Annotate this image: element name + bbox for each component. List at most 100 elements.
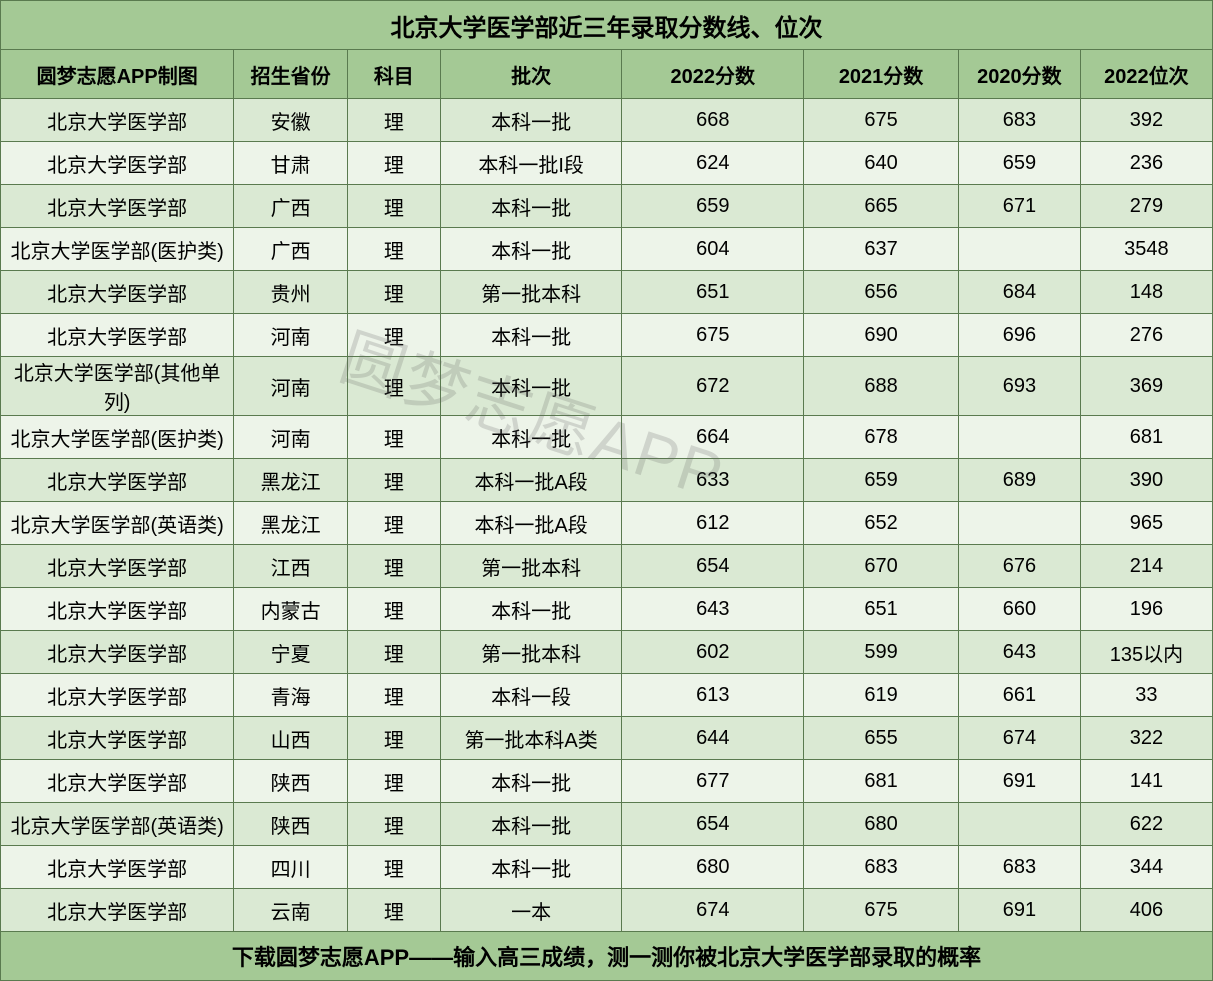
table-cell: 青海 xyxy=(234,674,348,717)
table-cell: 613 xyxy=(622,674,804,717)
header-row: 圆梦志愿APP制图招生省份科目批次2022分数2021分数2020分数2022位… xyxy=(1,50,1213,99)
table-cell: 本科一段 xyxy=(440,674,622,717)
table-cell: 四川 xyxy=(234,846,348,889)
table-cell: 691 xyxy=(958,889,1080,932)
table-cell: 602 xyxy=(622,631,804,674)
footer-row: 下载圆梦志愿APP——输入高三成绩，测一测你被北京大学医学部录取的概率 xyxy=(1,932,1213,981)
table-cell: 683 xyxy=(958,846,1080,889)
table-cell: 本科一批A段 xyxy=(440,502,622,545)
table-cell: 676 xyxy=(958,545,1080,588)
table-cell: 理 xyxy=(347,717,440,760)
table-cell: 理 xyxy=(347,185,440,228)
table-cell xyxy=(958,416,1080,459)
table-cell: 本科一批 xyxy=(440,760,622,803)
table-cell: 北京大学医学部 xyxy=(1,717,234,760)
table-cell: 理 xyxy=(347,889,440,932)
table-row: 北京大学医学部江西理第一批本科654670676214 xyxy=(1,545,1213,588)
table-cell: 安徽 xyxy=(234,99,348,142)
table-row: 北京大学医学部四川理本科一批680683683344 xyxy=(1,846,1213,889)
table-cell: 643 xyxy=(622,588,804,631)
table-cell: 619 xyxy=(804,674,959,717)
table-cell: 678 xyxy=(804,416,959,459)
table-cell: 644 xyxy=(622,717,804,760)
table-cell: 河南 xyxy=(234,357,348,416)
table-title: 北京大学医学部近三年录取分数线、位次 xyxy=(1,1,1213,50)
table-cell: 本科一批 xyxy=(440,846,622,889)
table-cell: 668 xyxy=(622,99,804,142)
table-cell: 本科一批 xyxy=(440,803,622,846)
table-cell: 659 xyxy=(804,459,959,502)
table-cell: 北京大学医学部 xyxy=(1,674,234,717)
table-cell: 广西 xyxy=(234,228,348,271)
table-cell: 681 xyxy=(804,760,959,803)
table-cell: 云南 xyxy=(234,889,348,932)
table-cell: 659 xyxy=(622,185,804,228)
table-cell: 本科一批 xyxy=(440,588,622,631)
table-cell: 392 xyxy=(1080,99,1212,142)
table-cell: 656 xyxy=(804,271,959,314)
table-cell: 北京大学医学部 xyxy=(1,588,234,631)
table-cell: 696 xyxy=(958,314,1080,357)
table-cell: 675 xyxy=(622,314,804,357)
table-cell: 680 xyxy=(622,846,804,889)
table-row: 北京大学医学部青海理本科一段61361966133 xyxy=(1,674,1213,717)
table-cell: 理 xyxy=(347,459,440,502)
table-cell: 236 xyxy=(1080,142,1212,185)
table-cell: 理 xyxy=(347,760,440,803)
table-cell: 640 xyxy=(804,142,959,185)
table-cell: 665 xyxy=(804,185,959,228)
table-cell: 北京大学医学部 xyxy=(1,142,234,185)
table-cell: 604 xyxy=(622,228,804,271)
table-cell: 654 xyxy=(622,545,804,588)
table-cell: 344 xyxy=(1080,846,1212,889)
table-cell: 北京大学医学部 xyxy=(1,185,234,228)
table-cell: 664 xyxy=(622,416,804,459)
table-cell: 一本 xyxy=(440,889,622,932)
table-cell: 理 xyxy=(347,357,440,416)
title-row: 北京大学医学部近三年录取分数线、位次 xyxy=(1,1,1213,50)
table-cell: 683 xyxy=(958,99,1080,142)
table-cell: 674 xyxy=(958,717,1080,760)
table-cell: 本科一批 xyxy=(440,357,622,416)
table-cell: 理 xyxy=(347,674,440,717)
table-cell: 196 xyxy=(1080,588,1212,631)
table-cell: 北京大学医学部 xyxy=(1,271,234,314)
table-footer: 下载圆梦志愿APP——输入高三成绩，测一测你被北京大学医学部录取的概率 xyxy=(1,932,1213,981)
table-cell: 683 xyxy=(804,846,959,889)
table-row: 北京大学医学部广西理本科一批659665671279 xyxy=(1,185,1213,228)
table-cell: 661 xyxy=(958,674,1080,717)
table-cell: 本科一批A段 xyxy=(440,459,622,502)
table-cell: 214 xyxy=(1080,545,1212,588)
table-cell: 684 xyxy=(958,271,1080,314)
table-cell: 654 xyxy=(622,803,804,846)
table-cell: 677 xyxy=(622,760,804,803)
table-cell: 660 xyxy=(958,588,1080,631)
table-row: 北京大学医学部(医护类)广西理本科一批6046373548 xyxy=(1,228,1213,271)
table-cell: 652 xyxy=(804,502,959,545)
table-row: 北京大学医学部云南理一本674675691406 xyxy=(1,889,1213,932)
table-cell: 北京大学医学部 xyxy=(1,99,234,142)
column-header: 2021分数 xyxy=(804,50,959,99)
table-cell: 148 xyxy=(1080,271,1212,314)
table-row: 北京大学医学部(其他单列)河南理本科一批672688693369 xyxy=(1,357,1213,416)
table-cell: 本科一批 xyxy=(440,185,622,228)
table-cell: 广西 xyxy=(234,185,348,228)
table-cell: 688 xyxy=(804,357,959,416)
table-cell: 689 xyxy=(958,459,1080,502)
table-cell: 本科一批I段 xyxy=(440,142,622,185)
table-cell: 674 xyxy=(622,889,804,932)
table-cell xyxy=(958,502,1080,545)
table-cell: 675 xyxy=(804,889,959,932)
table-cell: 河南 xyxy=(234,314,348,357)
table-cell: 内蒙古 xyxy=(234,588,348,631)
table-row: 北京大学医学部内蒙古理本科一批643651660196 xyxy=(1,588,1213,631)
table-cell: 本科一批 xyxy=(440,314,622,357)
admission-score-table: 北京大学医学部近三年录取分数线、位次 圆梦志愿APP制图招生省份科目批次2022… xyxy=(0,0,1213,981)
table-cell: 本科一批 xyxy=(440,416,622,459)
table-cell: 680 xyxy=(804,803,959,846)
column-header: 圆梦志愿APP制图 xyxy=(1,50,234,99)
table-cell: 3548 xyxy=(1080,228,1212,271)
table-cell: 北京大学医学部 xyxy=(1,545,234,588)
table-cell: 659 xyxy=(958,142,1080,185)
table-row: 北京大学医学部陕西理本科一批677681691141 xyxy=(1,760,1213,803)
